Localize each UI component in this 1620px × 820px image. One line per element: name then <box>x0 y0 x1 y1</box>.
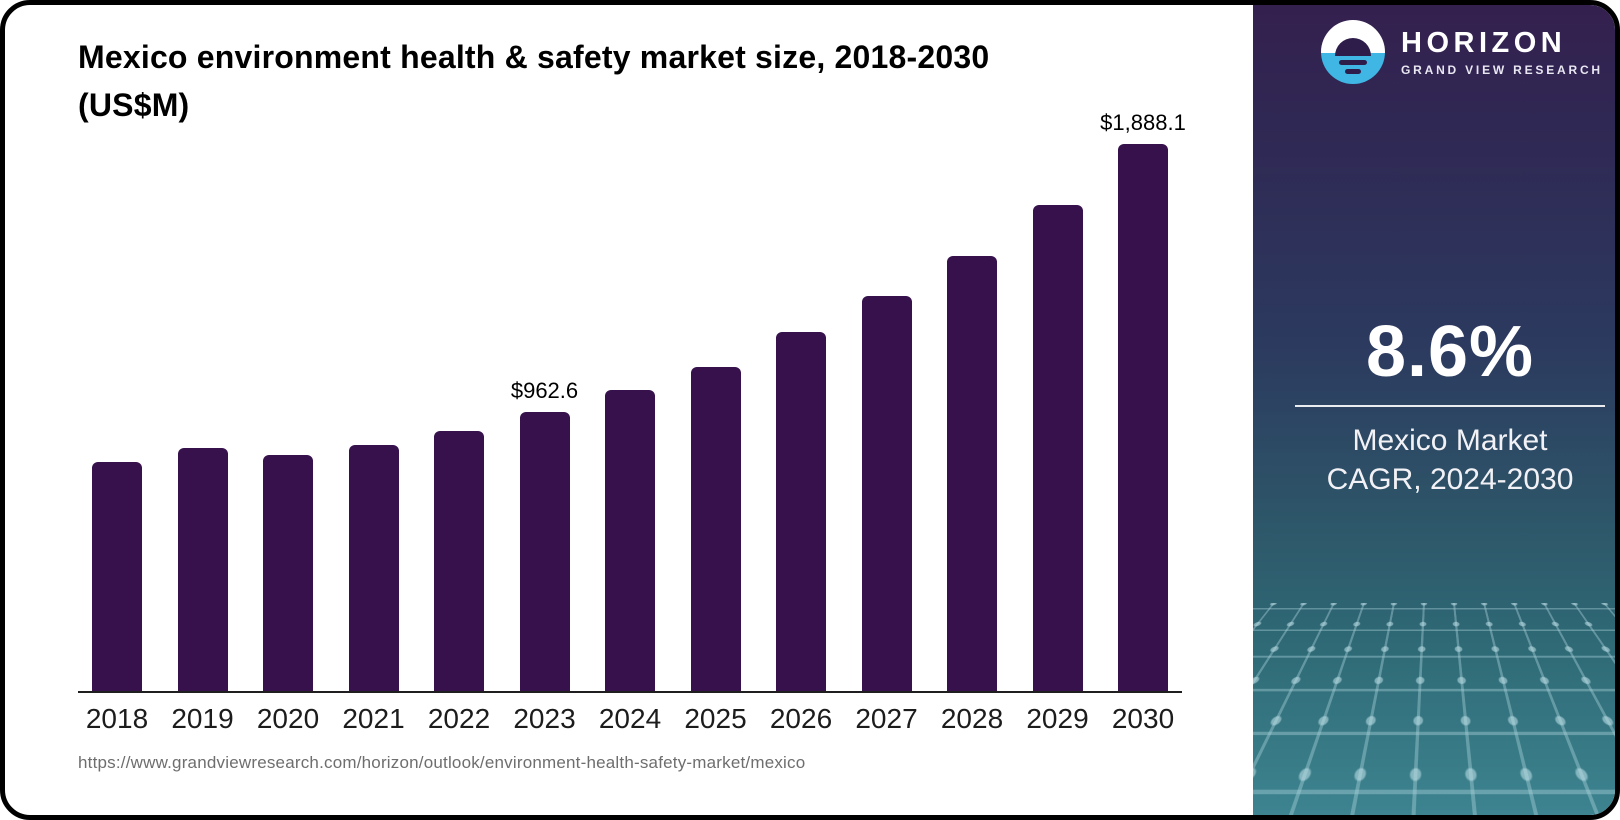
x-label-column-2018: 2018 <box>86 703 148 735</box>
bar-2028 <box>947 256 997 691</box>
bar-value-label-2023: $962.6 <box>510 378 579 403</box>
bar-2026 <box>776 332 826 691</box>
bar-column-2019 <box>177 448 228 691</box>
wireframe-mesh-decoration <box>1253 603 1615 815</box>
chart-title-line1: Mexico environment health & safety marke… <box>78 39 990 75</box>
bar-2020 <box>263 455 313 691</box>
year-label-2023: 2023 <box>513 703 576 734</box>
year-label-2027: 2027 <box>855 703 918 734</box>
bar-column-2027 <box>861 296 912 691</box>
brand-logo: HORIZON GRAND VIEW RESEARCH <box>1321 20 1603 84</box>
year-label-2021: 2021 <box>342 703 405 734</box>
year-label-2028: 2028 <box>940 703 1004 734</box>
year-label-2029: 2029 <box>1026 703 1089 734</box>
year-label-2030: 2030 <box>1111 703 1175 734</box>
bar-column-2030: $1,888.1 <box>1100 110 1186 691</box>
year-label-2022: 2022 <box>427 703 491 734</box>
x-label-column-2024: 2024 <box>599 703 661 735</box>
x-label-column-2028: 2028 <box>941 703 1003 735</box>
x-label-column-2023: 2023 <box>513 703 575 735</box>
sidebar-panel: HORIZON GRAND VIEW RESEARCH 8.6% Mexico … <box>1253 5 1615 815</box>
bar-2022 <box>434 431 484 691</box>
bar-2023 <box>519 412 570 691</box>
bar-2024 <box>605 390 655 691</box>
year-label-2019: 2019 <box>171 703 234 734</box>
bar-column-2024 <box>605 390 655 691</box>
bar-2018 <box>92 462 142 691</box>
chart-title: Mexico environment health & safety marke… <box>78 33 989 129</box>
bar-column-2021 <box>348 445 399 691</box>
x-label-column-2021: 2021 <box>342 703 404 735</box>
cagr-label-line1: Mexico Market <box>1352 424 1548 457</box>
cagr-label: Mexico Market CAGR, 2024-2030 <box>1295 421 1605 499</box>
x-label-column-2030: 2030 <box>1112 703 1174 735</box>
x-label-column-2020: 2020 <box>257 703 319 735</box>
bar-column-2028 <box>947 256 997 691</box>
bar-2021 <box>348 445 399 691</box>
year-label-2025: 2025 <box>684 703 747 734</box>
x-label-column-2019: 2019 <box>171 703 233 735</box>
brand-name: HORIZON <box>1401 26 1567 59</box>
chart-title-line2: (US$M) <box>78 87 190 123</box>
horizon-sun-logo-icon <box>1321 20 1385 84</box>
x-label-column-2029: 2029 <box>1026 703 1088 735</box>
x-label-column-2022: 2022 <box>428 703 490 735</box>
bar-2019 <box>177 448 228 691</box>
bar-column-2025 <box>690 367 741 691</box>
bar-column-2020 <box>263 455 313 691</box>
year-label-2024: 2024 <box>598 703 662 734</box>
bar-chart-plot-area: $962.6 $1,888.1 <box>78 110 1186 693</box>
cagr-stat-block: 8.6% Mexico Market CAGR, 2024-2030 <box>1295 311 1605 499</box>
year-label-2018: 2018 <box>85 703 149 734</box>
stat-divider <box>1295 405 1605 407</box>
x-label-column-2026: 2026 <box>770 703 832 735</box>
bar-2025 <box>690 367 741 691</box>
source-url: https://www.grandviewresearch.com/horizo… <box>78 753 806 772</box>
cagr-label-line2: CAGR, 2024-2030 <box>1326 463 1574 496</box>
brand-subtitle: GRAND VIEW RESEARCH <box>1401 62 1603 77</box>
x-label-column-2025: 2025 <box>684 703 746 735</box>
bar-column-2018 <box>92 462 142 691</box>
bar-value-label-2030: $1,888.1 <box>1100 110 1186 135</box>
x-label-column-2027: 2027 <box>855 703 917 735</box>
bar-2029 <box>1032 205 1083 691</box>
year-label-2020: 2020 <box>256 703 320 734</box>
bar-column-2022 <box>434 431 484 691</box>
bar-2027 <box>861 296 912 691</box>
bar-column-2029 <box>1032 205 1083 691</box>
year-label-2026: 2026 <box>769 703 833 734</box>
bar-column-2023: $962.6 <box>511 378 578 691</box>
cagr-value: 8.6% <box>1365 312 1535 392</box>
bar-2030 <box>1118 144 1168 691</box>
brand-text: HORIZON GRAND VIEW RESEARCH <box>1401 28 1603 77</box>
x-axis-labels: 2018 2019 2020 2021 2022 2023 2024 2025 2026 2027… <box>78 703 1182 735</box>
bar-column-2026 <box>776 332 826 691</box>
